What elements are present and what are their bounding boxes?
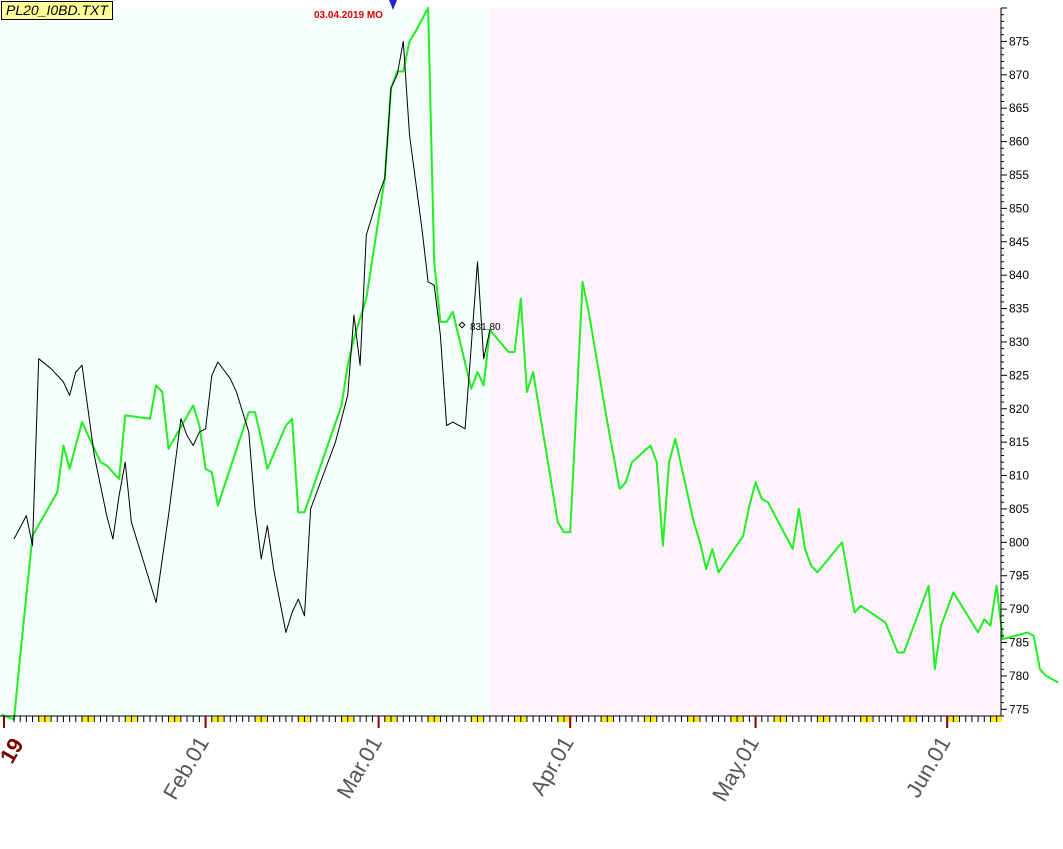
y-tick-label: 870 (1009, 68, 1029, 82)
last-value-label: 831.80 (470, 322, 501, 333)
x-tick-label: Feb.01 (158, 732, 214, 804)
y-tick-label: 860 (1009, 135, 1029, 149)
y-tick-label: 805 (1009, 502, 1029, 516)
x-tick-label: Apr.01 (525, 732, 578, 800)
forecast-date-marker: 03.04.2019 MO (314, 10, 383, 21)
weekend-block (860, 717, 873, 722)
file-title-badge: PL20_I0BD.TXT (1, 1, 113, 20)
y-tick-label: 810 (1009, 469, 1029, 483)
history-background (0, 8, 490, 716)
y-tick-label: 875 (1009, 34, 1029, 48)
marker-arrow-icon (389, 0, 397, 10)
y-tick-label: 785 (1009, 636, 1029, 650)
y-tick-label: 815 (1009, 435, 1029, 449)
y-tick-label: 820 (1009, 402, 1029, 416)
y-tick-label: 790 (1009, 602, 1029, 616)
y-tick-label: 825 (1009, 368, 1029, 382)
price-series-line (13, 40, 491, 633)
y-tick-label: 780 (1009, 669, 1029, 683)
forecast-background (489, 8, 1001, 716)
weekend-block (384, 717, 397, 722)
forecast-series-line (1, 7, 1059, 721)
x-tick-label: May.01 (707, 732, 764, 806)
y-tick-label: 800 (1009, 535, 1029, 549)
y-tick-label: 855 (1009, 168, 1029, 182)
y-tick-label: 850 (1009, 201, 1029, 215)
x-tick-label: Mar.01 (332, 732, 387, 803)
y-tick-label: 865 (1009, 101, 1029, 115)
year-label: 19 (0, 734, 29, 768)
y-tick-label: 845 (1009, 235, 1029, 249)
x-tick-label: Jun.01 (901, 732, 956, 802)
y-tick-label: 835 (1009, 302, 1029, 316)
y-tick-label: 840 (1009, 268, 1029, 282)
weekend-block (601, 717, 613, 722)
y-tick-label: 775 (1009, 702, 1029, 716)
last-value-point (458, 321, 466, 329)
y-tick-label: 830 (1009, 335, 1029, 349)
y-tick-label: 795 (1009, 569, 1029, 583)
